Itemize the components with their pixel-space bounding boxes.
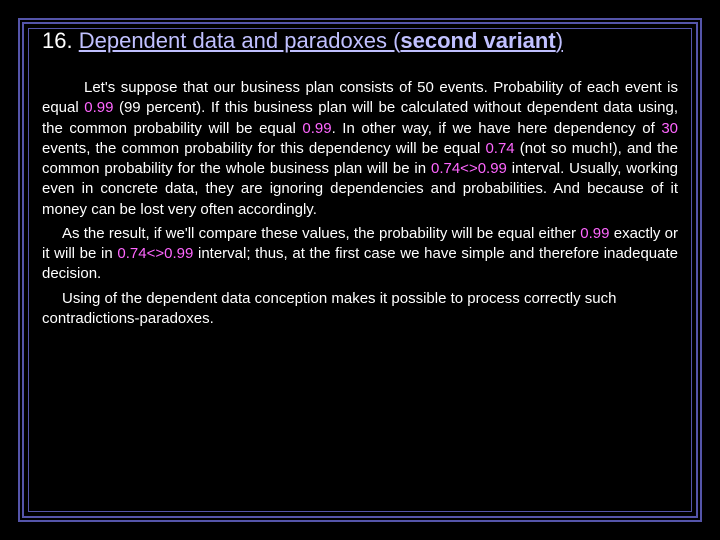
slide-content: 16. Dependent data and paradoxes (second… (42, 28, 678, 512)
highlight-value: 0.74 (485, 140, 514, 157)
paragraph-1: Let's suppose that our business plan con… (42, 78, 678, 220)
highlight-value: 0.99 (302, 120, 331, 137)
paragraph-3: Using of the dependent data conception m… (42, 289, 678, 330)
slide-title: 16. Dependent data and paradoxes (second… (42, 28, 678, 54)
highlight-value: 0.99 (84, 99, 113, 116)
highlight-value: 30 (661, 120, 678, 137)
highlight-value: 0.99 (580, 225, 609, 242)
highlight-value: 0.74<>0.99 (117, 245, 193, 262)
title-number: 16. (42, 28, 73, 53)
highlight-value: 0.74<>0.99 (431, 160, 507, 177)
title-bold: second variant (400, 28, 555, 53)
paragraph-2: As the result, if we'll compare these va… (42, 224, 678, 285)
title-text: Dependent data and paradoxes (second var… (79, 28, 563, 53)
